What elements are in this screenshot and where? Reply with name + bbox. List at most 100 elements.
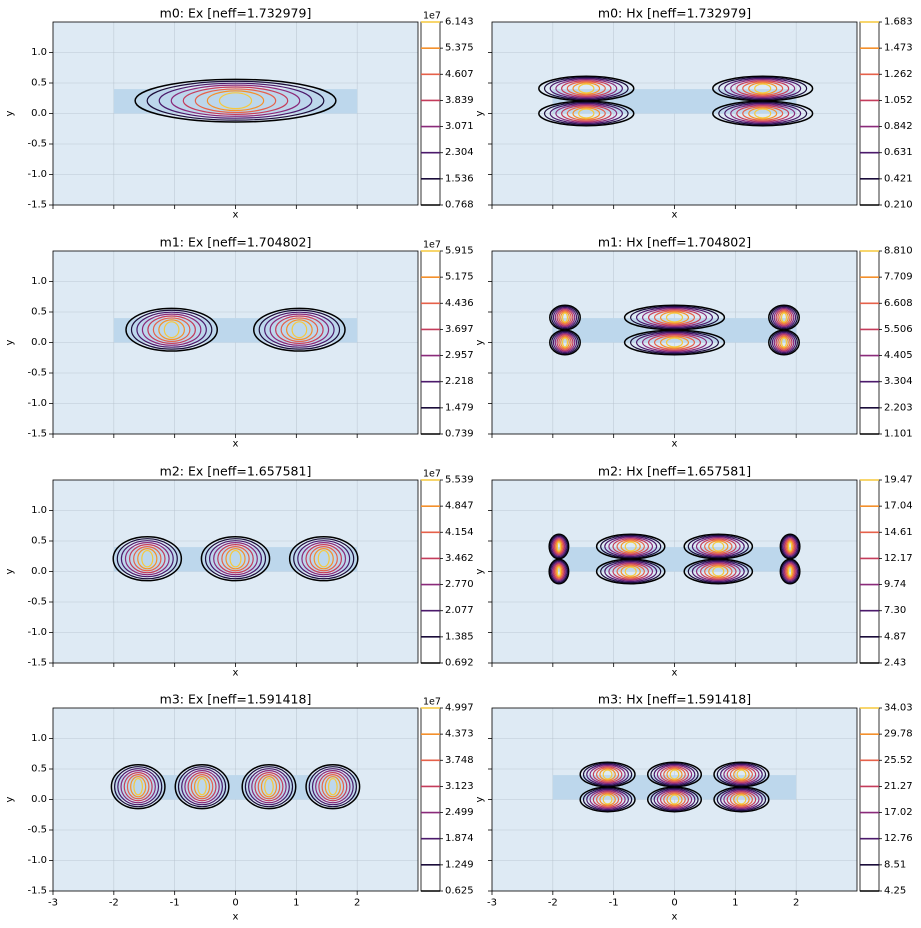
contour-line (182, 86, 289, 115)
contour-line (194, 88, 277, 114)
contour-line (264, 777, 274, 796)
contour-line (599, 768, 616, 781)
contour-line (308, 766, 357, 808)
contour-line (783, 536, 797, 556)
colorbar-tick-label: 6.143 (445, 17, 474, 28)
contour-line (146, 80, 325, 121)
panel-2: m1: Ex [neff=1.704802] -1.5 -1.0 -0.5 0.0 0.5… (5, 235, 474, 450)
contour-line (578, 83, 595, 94)
contour-line (184, 770, 220, 804)
colorbar-tick-label: 2.304 (445, 147, 474, 158)
contour-line (730, 103, 796, 124)
contour-line (718, 76, 808, 101)
contour-line (543, 101, 629, 126)
contour-line (538, 100, 635, 127)
contour-line (589, 789, 626, 810)
panel-title: m0: Ex [neff=1.732979] (160, 6, 312, 21)
contour-line (549, 559, 569, 584)
contour-line (112, 535, 183, 582)
contour-line (552, 306, 578, 329)
contour-line (775, 334, 793, 351)
contour-line (768, 329, 800, 356)
contour-line (566, 106, 606, 121)
contour-line (280, 317, 319, 343)
colorbar-tick-label: 17.04 (884, 501, 913, 512)
contour-line (612, 563, 650, 580)
contour-line (555, 540, 563, 553)
contour-line (209, 540, 262, 578)
contour-line (647, 334, 702, 351)
x-axis-label: x (233, 210, 239, 221)
contour-line (771, 306, 797, 329)
contour-line (624, 541, 637, 552)
contour-line (553, 563, 565, 580)
contour-line (754, 83, 772, 94)
contour-line (147, 315, 196, 344)
colorbar-tick-label: 3.071 (445, 121, 474, 132)
contour-line (552, 536, 566, 556)
contour-line (181, 768, 223, 806)
y-tick-label: 0.0 (31, 108, 47, 119)
contour-line (116, 538, 178, 580)
colorbar-tick-label: 8.810 (884, 246, 913, 257)
contour-line (704, 564, 733, 579)
contour-line (293, 538, 355, 580)
contour-line (659, 766, 690, 783)
colorbar-tick-label: 29.78 (884, 729, 913, 740)
contour-line (708, 565, 729, 578)
contour-line (602, 769, 613, 780)
contour-line (773, 307, 795, 327)
y-tick-label: -1.5 (27, 200, 47, 211)
contour-line (578, 108, 595, 119)
contour-line (777, 310, 791, 325)
contour-line (221, 546, 250, 572)
contour-line (548, 558, 570, 585)
y-tick-label: 0.0 (31, 337, 47, 348)
contour-line (595, 558, 666, 585)
contour-line (724, 102, 802, 125)
contour-line (137, 547, 158, 570)
contour-line (635, 306, 714, 329)
contour-line (556, 566, 562, 577)
panel-title: m0: Hx [neff=1.732979] (598, 6, 751, 21)
contour-line (773, 332, 795, 353)
contour-line (650, 787, 699, 812)
contour-line (253, 307, 346, 352)
colorbar-tick-label: 4.997 (445, 703, 474, 714)
colorbar-tick-label: 1.874 (445, 833, 474, 844)
contour-line (114, 766, 163, 808)
colorbar-tick-label: 1.473 (884, 43, 913, 54)
contour-line (713, 786, 770, 813)
contour-line (596, 792, 620, 807)
contour-line (641, 332, 708, 353)
panel-1: m0: Hx [neff=1.732979] x y 1.683 1.473 1.262 1… (475, 6, 913, 221)
contour-line (120, 770, 156, 804)
x-tick-label: -3 (48, 898, 58, 909)
contour-line (641, 307, 708, 327)
contour-line (604, 560, 658, 583)
contour-line (174, 763, 230, 810)
colorbar-tick-label: 7.709 (884, 272, 913, 283)
colorbar-tick-label: 2.203 (884, 402, 913, 413)
contour-line (197, 777, 207, 796)
contour-line (187, 772, 217, 802)
y-tick-label: -1.0 (27, 398, 47, 409)
panel-3: m1: Hx [neff=1.704802] x y 8.810 7.709 6.608 5… (475, 235, 913, 450)
y-axis-label: y (5, 339, 16, 345)
contour-line (669, 794, 680, 805)
colorbar-tick-label: 4.87 (884, 631, 906, 642)
contour-line (301, 542, 347, 576)
contour-line (549, 329, 581, 356)
contour-line (779, 558, 801, 585)
colorbar-tick-label: 4.847 (445, 501, 474, 512)
x-tick-label: 1 (732, 898, 738, 909)
contour-line (623, 329, 726, 356)
colorbar-tick-label: 0.210 (884, 200, 913, 211)
colorbar-tick-label: 9.74 (884, 579, 906, 590)
contour-line (126, 774, 150, 800)
contour-line (787, 566, 793, 577)
contour-line (704, 539, 733, 554)
contour-line (586, 763, 629, 786)
colorbar-tick-label: 0.842 (884, 121, 913, 132)
